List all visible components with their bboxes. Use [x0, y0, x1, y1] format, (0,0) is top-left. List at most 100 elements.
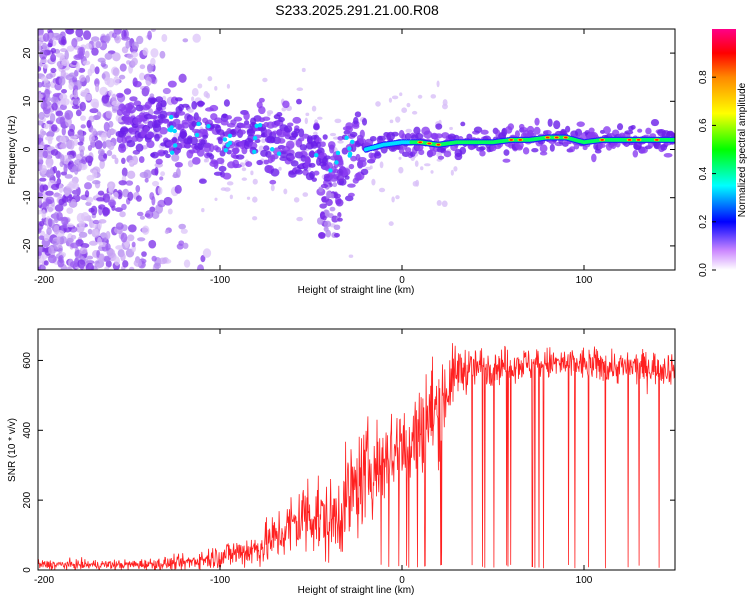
colorbar-ticks: 0.0 0.2 0.4 0.6 0.8 [698, 70, 716, 277]
spectrogram-noise-blob [85, 75, 91, 83]
spectrogram-noise-blob [97, 190, 105, 196]
spectrogram-ridge-blob [502, 158, 511, 163]
spectrogram-speckle [442, 103, 448, 110]
spectrogram-ridge-blob [298, 150, 308, 158]
spectrogram-noise-blob [111, 93, 117, 102]
snr-frame [37, 328, 676, 571]
snr-ytick-label: 0 [22, 567, 33, 573]
figure-title: S233.2025.291.21.00.R08 [275, 2, 439, 18]
spectrogram-noise-blob [149, 192, 155, 201]
spectrogram-noise-blob [118, 74, 126, 80]
spectrogram-noise-blob [57, 258, 65, 268]
spectrogram-ridge-blob [120, 127, 129, 133]
spectrogram-ridge-blob [159, 110, 168, 120]
spectrogram-dip-blob [335, 198, 344, 207]
spectrogram-noise-blob [148, 239, 157, 249]
spectrogram-noise-blob [64, 50, 69, 60]
spectrogram-ridge-blob [270, 168, 280, 177]
spectrogram-noise-blob [63, 164, 68, 174]
spectrogram-noise-blob [72, 182, 80, 190]
spectrogram-noise-blob [84, 93, 93, 101]
spectrogram-noise-blob [38, 29, 44, 37]
spectrogram-dip-blob [333, 232, 340, 238]
spectrogram-cyan-spot [223, 147, 229, 153]
spectrogram-noise-blob [104, 52, 113, 60]
spectrogram-noise-blob [105, 260, 112, 268]
spectrogram-ridge-blob [282, 100, 290, 109]
spectrogram-ridge-blob [350, 155, 358, 162]
spectrogram-noise-blob [99, 161, 105, 170]
spectrogram-noise-blob [127, 224, 137, 233]
spectrogram-noise-blob [55, 170, 61, 179]
spectrogram-noise-blob [171, 153, 180, 162]
spectrogram-speckle [389, 119, 394, 124]
spectrogram-speckle [436, 80, 440, 88]
spectrogram-ridge-blob [369, 136, 377, 142]
spectrogram-dip-blob [325, 190, 332, 199]
spectrogram-noise-blob [120, 252, 126, 262]
spectrogram-dip-blob [318, 186, 324, 193]
spectrogram-ridge-blob [167, 80, 177, 88]
spectrogram-ridge-blob [377, 135, 387, 141]
spectrogram-speckle [398, 166, 404, 174]
spectrogram-ridge-blob [258, 106, 266, 115]
spectrogram-ridge-blob [514, 130, 520, 138]
spectrogram-ridge-blob [315, 137, 322, 144]
spectrogram-cyan-spot [196, 121, 201, 127]
spectrogram-ridge-blob [357, 159, 367, 168]
spectrogram-ridge-blob [258, 97, 265, 103]
spectrogram-noise-blob [47, 42, 53, 48]
colorbar-tick-label: 0.6 [698, 118, 709, 132]
spectrogram-noise-blob [115, 245, 124, 250]
spectrogram-noise-blob [61, 127, 66, 136]
spectrogram-ridge-blob [460, 121, 466, 127]
spectrogram-speckle [417, 94, 423, 99]
spectrogram-noise-blob [42, 63, 49, 69]
spectrogram-noise-blob [192, 33, 201, 43]
spectrogram-peak-spot [554, 136, 559, 139]
spectrogram-ytick-label: -10 [22, 190, 33, 205]
spectrogram-ridge-blob [171, 136, 178, 144]
spectrogram-noise-blob [121, 167, 128, 177]
spectrogram-noise-blob [41, 42, 48, 50]
spectrogram-noise-blob [139, 171, 149, 178]
spectrogram-ridge-blob [503, 149, 510, 156]
spectrogram-speckle [420, 166, 424, 171]
spectrogram-noise-blob [69, 135, 78, 140]
spectrogram-ridge-blob [233, 163, 242, 168]
spectrogram-noise-blob [131, 41, 139, 50]
spectrogram-ridge-blob [195, 116, 202, 123]
spectrogram-ridge-blob [191, 101, 198, 110]
spectrogram-noise-blob [84, 50, 90, 59]
spectrogram-noise-blob [45, 169, 55, 178]
spectrogram-ytick-label: 20 [22, 47, 33, 59]
spectrogram-ridge-blob [398, 148, 405, 154]
spectrogram-peak-spot [627, 138, 632, 141]
spectrogram-noise-blob [87, 144, 93, 152]
spectrogram-cyan-spot [254, 123, 259, 129]
spectrogram-noise-blob [136, 211, 144, 217]
spectrogram-speckle [296, 87, 304, 92]
spectrogram-noise-blob [80, 243, 90, 249]
spectrogram-noise-blob [91, 36, 100, 42]
spectrogram-ridge-blob [347, 192, 355, 198]
spectrogram-speckle [388, 97, 393, 103]
spectrogram-ridge-blob [214, 117, 223, 124]
spectrogram-ridge-blob [215, 146, 222, 153]
spectrogram-ridge-blob [313, 170, 320, 176]
spectrogram-ridge-blob [544, 129, 552, 136]
spectrogram-ridge-blob [434, 133, 443, 139]
spectrogram-ridge-blob [315, 141, 322, 149]
spectrogram-noise-blob [183, 259, 191, 268]
spectrogram-noise-blob [158, 257, 168, 265]
colorbar-tick-label: 0.4 [698, 166, 709, 180]
spectrogram-dip-blob [325, 198, 333, 207]
spectrogram-ridge-blob [217, 137, 223, 145]
spectrogram-noise-blob [197, 83, 203, 89]
spectrogram-ridge-blob [404, 133, 412, 140]
spectrogram-noise-blob [45, 136, 54, 141]
spectrogram-noise-blob [79, 264, 85, 270]
spectrogram-noise-blob [105, 243, 111, 251]
spectrogram-noise-blob [85, 155, 94, 164]
spectrogram-noise-blob [92, 219, 100, 225]
